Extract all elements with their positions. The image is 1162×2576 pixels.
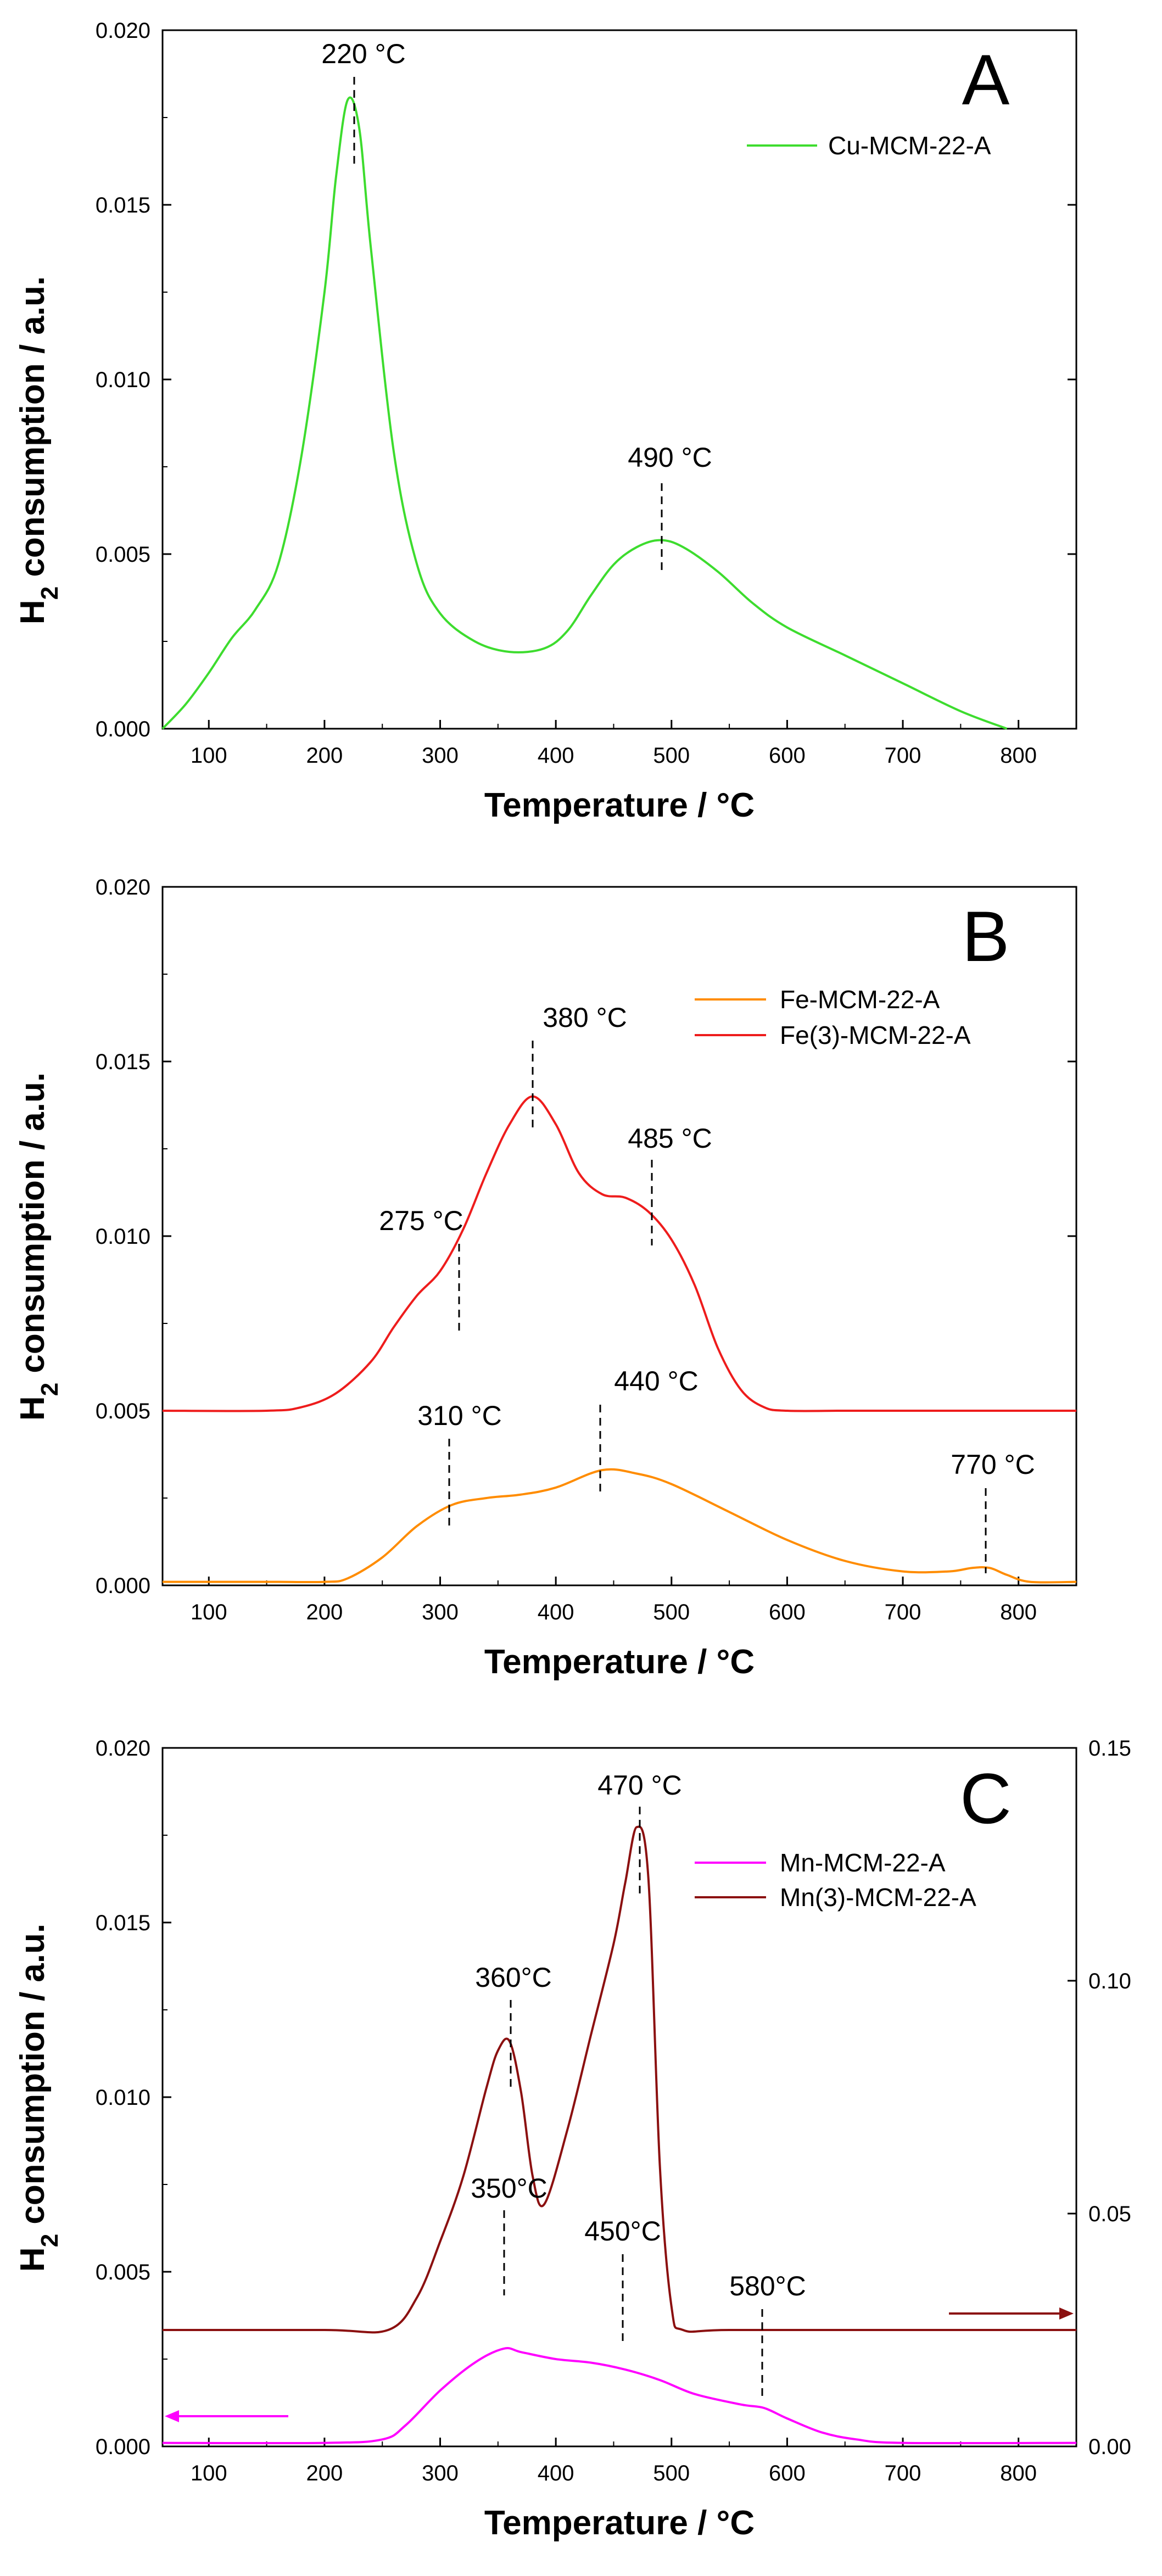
x-tick-label: 500: [653, 744, 690, 768]
peak-label: 440 °C: [614, 1366, 698, 1396]
x-tick-label: 800: [1000, 744, 1037, 768]
peak-label: 275 °C: [379, 1205, 463, 1236]
x-tick-label: 700: [885, 744, 921, 768]
legend-label: Mn(3)-MCM-22-A: [780, 1883, 976, 1912]
x-tick-label: 300: [422, 1600, 459, 1624]
y-axis-title: H2 consumption / a.u.: [14, 1924, 63, 2272]
x-tick-label: 700: [885, 1600, 921, 1624]
peak-label: 350°C: [471, 2173, 548, 2204]
y2-tick-label: 0.05: [1088, 2202, 1131, 2226]
y-axis-title: H2 consumption / a.u.: [14, 276, 63, 624]
x-tick-label: 100: [191, 2461, 227, 2485]
y-tick-label: 0.010: [96, 368, 150, 392]
legend-label: Fe(3)-MCM-22-A: [780, 1021, 971, 1049]
x-tick-label: 400: [538, 1600, 574, 1624]
y-tick-label: 0.000: [96, 717, 150, 741]
panel-letter: B: [962, 896, 1010, 976]
y2-tick-label: 0.10: [1088, 1969, 1131, 1993]
chart-panel-a: 100 200 300 400 500 600 700 800 0.000 0.005 0.010 0…: [14, 19, 1077, 824]
peak-label: 485 °C: [628, 1123, 712, 1154]
y2-tick-label: 0.15: [1088, 1736, 1131, 1761]
peak-label: 490 °C: [628, 442, 712, 473]
series-line-fe-3-mcm-22-a: [162, 1095, 1076, 1412]
y-axis-title: H2 consumption / a.u.: [14, 1072, 63, 1421]
x-tick-label: 400: [538, 744, 574, 768]
x-tick-label: 400: [538, 2461, 574, 2485]
x-tick-label: 300: [422, 2461, 459, 2485]
y-tick-label: 0.010: [96, 2086, 150, 2110]
peak-label: 470 °C: [597, 1770, 681, 1801]
legend-label: Fe-MCM-22-A: [780, 985, 940, 1014]
y-tick-label: 0.000: [96, 1574, 150, 1598]
y-tick-label: 0.020: [96, 875, 150, 899]
x-axis-title: Temperature / °C: [484, 2504, 755, 2542]
series-line-cu-mcm-22-a: [161, 96, 1008, 730]
x-tick-label: 200: [306, 2461, 343, 2485]
x-tick-label: 300: [422, 744, 459, 768]
x-tick-label: 800: [1000, 1600, 1037, 1624]
right-axis-arrowhead: [1059, 2307, 1074, 2320]
peak-label: 360°C: [475, 1962, 552, 1993]
y-tick-label: 0.015: [96, 193, 150, 217]
x-tick-label: 800: [1000, 2461, 1037, 2485]
peak-label: 380 °C: [543, 1002, 627, 1033]
x-tick-label: 600: [769, 744, 806, 768]
peak-label: 220 °C: [321, 38, 405, 69]
y-tick-label: 0.020: [96, 1736, 150, 1761]
y-tick-label: 0.015: [96, 1050, 150, 1074]
left-axis-arrowhead: [165, 2410, 179, 2422]
x-tick-label: 200: [306, 744, 343, 768]
panel-letter: A: [962, 40, 1010, 120]
chart-panel-c: 100 200 300 400 500 600 700 800 0.000 0.005 0.010 0…: [14, 1736, 1131, 2542]
peak-label: 450°C: [584, 2216, 661, 2247]
x-tick-label: 700: [885, 2461, 921, 2485]
x-tick-label: 600: [769, 1600, 806, 1624]
peak-label: 310 °C: [417, 1400, 501, 1431]
y-tick-label: 0.020: [96, 19, 150, 43]
peak-label: 770 °C: [951, 1449, 1035, 1480]
x-axis-title: Temperature / °C: [484, 1643, 755, 1681]
y-tick-label: 0.005: [96, 2260, 150, 2284]
x-tick-label: 200: [306, 1600, 343, 1624]
y-tick-label: 0.010: [96, 1225, 150, 1249]
x-tick-label: 600: [769, 2461, 806, 2485]
y-tick-label: 0.005: [96, 543, 150, 567]
x-axis-title: Temperature / °C: [484, 786, 755, 824]
y-tick-label: 0.015: [96, 1911, 150, 1935]
chart-panel-b: 100 200 300 400 500 600 700 800 0.000 0.005 0.010 0…: [14, 875, 1077, 1681]
y-tick-label: 0.000: [96, 2435, 150, 2459]
x-tick-label: 500: [653, 2461, 690, 2485]
x-tick-label: 100: [191, 1600, 227, 1624]
panel-letter: C: [960, 1758, 1012, 1839]
series-line-mn-3-mcm-22-a: [162, 1825, 1076, 2334]
legend-label: Cu-MCM-22-A: [828, 131, 991, 160]
legend-label: Mn-MCM-22-A: [780, 1848, 946, 1877]
series-line-fe-mcm-22-a: [163, 1468, 1077, 1584]
x-tick-label: 500: [653, 1600, 690, 1624]
peak-label: 580°C: [729, 2271, 806, 2301]
y-tick-label: 0.005: [96, 1399, 150, 1423]
series-line-mn-mcm-22-a: [162, 2347, 1077, 2445]
x-tick-label: 100: [191, 744, 227, 768]
y2-tick-label: 0.00: [1088, 2435, 1131, 2459]
